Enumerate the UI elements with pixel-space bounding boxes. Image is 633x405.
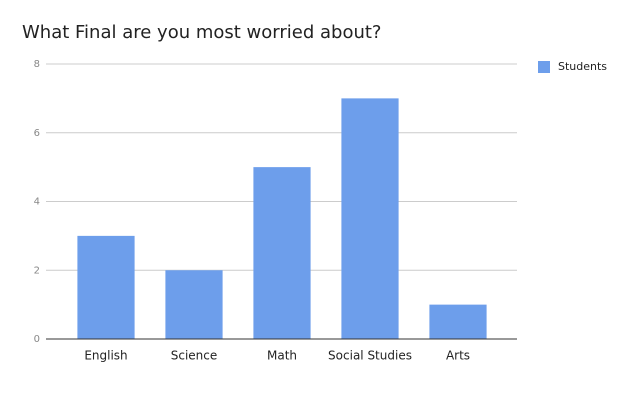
legend-label: Students (558, 60, 607, 73)
legend-swatch (538, 61, 550, 73)
y-tick-label: 6 (34, 128, 40, 139)
x-tick-label: Arts (446, 349, 470, 363)
y-tick-label: 8 (34, 59, 40, 70)
x-tick-label: Science (171, 349, 218, 363)
x-tick-label: Social Studies (328, 349, 412, 363)
y-tick-label: 2 (34, 265, 40, 276)
bar (253, 167, 311, 339)
bar (165, 270, 223, 339)
y-tick-label: 0 (34, 334, 40, 345)
x-tick-label: Math (267, 349, 297, 363)
bar (341, 98, 399, 339)
bar (77, 235, 135, 339)
x-tick-label: English (84, 349, 127, 363)
chart-title: What Final are you most worried about? (22, 22, 381, 43)
y-tick-label: 4 (34, 197, 40, 208)
bar (429, 304, 487, 339)
